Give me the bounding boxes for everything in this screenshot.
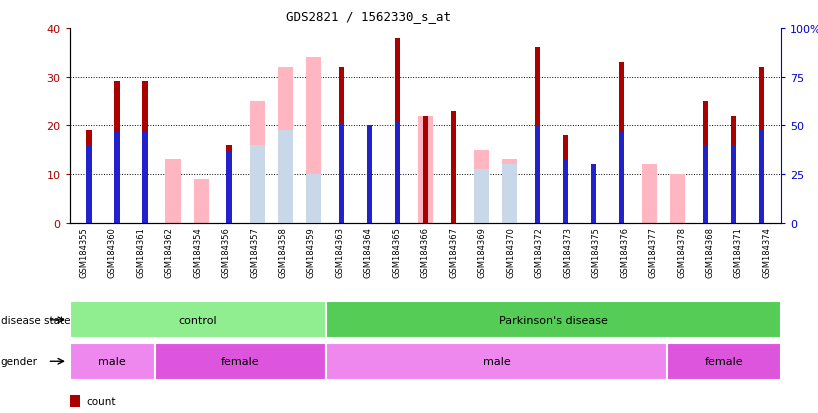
Bar xyxy=(394,38,400,223)
Bar xyxy=(306,174,321,223)
Text: female: female xyxy=(221,356,259,366)
Bar xyxy=(501,165,517,223)
Bar xyxy=(591,165,596,223)
Bar xyxy=(249,102,265,223)
Bar xyxy=(759,68,764,223)
Text: Parkinson's disease: Parkinson's disease xyxy=(499,315,608,325)
Bar xyxy=(115,82,120,223)
Bar xyxy=(730,116,736,223)
Text: male: male xyxy=(98,356,126,366)
Bar xyxy=(366,126,372,223)
Text: GSM184363: GSM184363 xyxy=(335,227,344,278)
Text: GSM184360: GSM184360 xyxy=(108,227,117,278)
Bar xyxy=(142,132,148,223)
Bar xyxy=(87,131,92,223)
Bar xyxy=(249,145,265,223)
Text: GSM184362: GSM184362 xyxy=(164,227,173,278)
Bar xyxy=(759,130,764,223)
Bar xyxy=(227,151,232,223)
Text: GSM184378: GSM184378 xyxy=(677,227,686,278)
Text: GSM184368: GSM184368 xyxy=(705,227,715,278)
Text: GSM184359: GSM184359 xyxy=(307,227,316,278)
Bar xyxy=(227,145,232,223)
Bar xyxy=(155,343,326,380)
Text: GSM184357: GSM184357 xyxy=(250,227,259,278)
Bar xyxy=(165,160,181,223)
Bar xyxy=(670,174,685,223)
Text: gender: gender xyxy=(1,356,38,366)
Text: female: female xyxy=(705,356,744,366)
Text: GSM184367: GSM184367 xyxy=(449,227,458,278)
Bar xyxy=(642,165,657,223)
Bar xyxy=(418,116,433,223)
Bar xyxy=(87,145,92,223)
Bar xyxy=(194,179,209,223)
Bar xyxy=(563,135,569,223)
Bar xyxy=(535,126,540,223)
Text: GSM184373: GSM184373 xyxy=(563,227,573,278)
Text: GSM184361: GSM184361 xyxy=(136,227,146,278)
Bar xyxy=(70,343,155,380)
Bar xyxy=(277,68,293,223)
Bar xyxy=(115,132,120,223)
Bar xyxy=(474,150,489,223)
Text: GSM184376: GSM184376 xyxy=(620,227,629,278)
Bar xyxy=(366,126,372,223)
Text: GSM184371: GSM184371 xyxy=(734,227,743,278)
Bar xyxy=(277,131,293,223)
Text: GSM184374: GSM184374 xyxy=(762,227,771,278)
Bar xyxy=(703,102,708,223)
Text: GSM184377: GSM184377 xyxy=(649,227,658,278)
Text: GSM184372: GSM184372 xyxy=(535,227,544,278)
Bar xyxy=(70,301,326,339)
Bar xyxy=(730,145,736,223)
Text: GSM184375: GSM184375 xyxy=(591,227,600,278)
Text: GSM184358: GSM184358 xyxy=(278,227,288,278)
Bar xyxy=(306,58,321,223)
Bar xyxy=(394,122,400,223)
Text: GSM184354: GSM184354 xyxy=(193,227,202,278)
Text: GSM184369: GSM184369 xyxy=(478,227,487,278)
Bar xyxy=(339,124,344,223)
Text: GSM184366: GSM184366 xyxy=(420,227,430,278)
Bar xyxy=(563,161,569,223)
Bar xyxy=(618,63,624,223)
Bar xyxy=(703,145,708,223)
Text: control: control xyxy=(178,315,217,325)
Bar xyxy=(142,82,148,223)
Text: count: count xyxy=(87,396,116,406)
Bar xyxy=(339,68,344,223)
Bar xyxy=(501,160,517,223)
Bar xyxy=(474,170,489,223)
Text: GSM184365: GSM184365 xyxy=(393,227,402,278)
Text: GDS2821 / 1562330_s_at: GDS2821 / 1562330_s_at xyxy=(286,10,452,23)
Bar xyxy=(326,301,781,339)
Text: GSM184356: GSM184356 xyxy=(222,227,231,278)
Bar xyxy=(618,132,624,223)
Bar xyxy=(451,112,456,223)
Text: male: male xyxy=(483,356,510,366)
Text: GSM184364: GSM184364 xyxy=(364,227,373,278)
Bar xyxy=(591,165,596,223)
Bar xyxy=(667,343,781,380)
Text: GSM184370: GSM184370 xyxy=(506,227,515,278)
Bar xyxy=(326,343,667,380)
Bar xyxy=(423,116,428,223)
Text: disease state: disease state xyxy=(1,315,70,325)
Bar xyxy=(535,48,540,223)
Text: GSM184355: GSM184355 xyxy=(79,227,88,278)
